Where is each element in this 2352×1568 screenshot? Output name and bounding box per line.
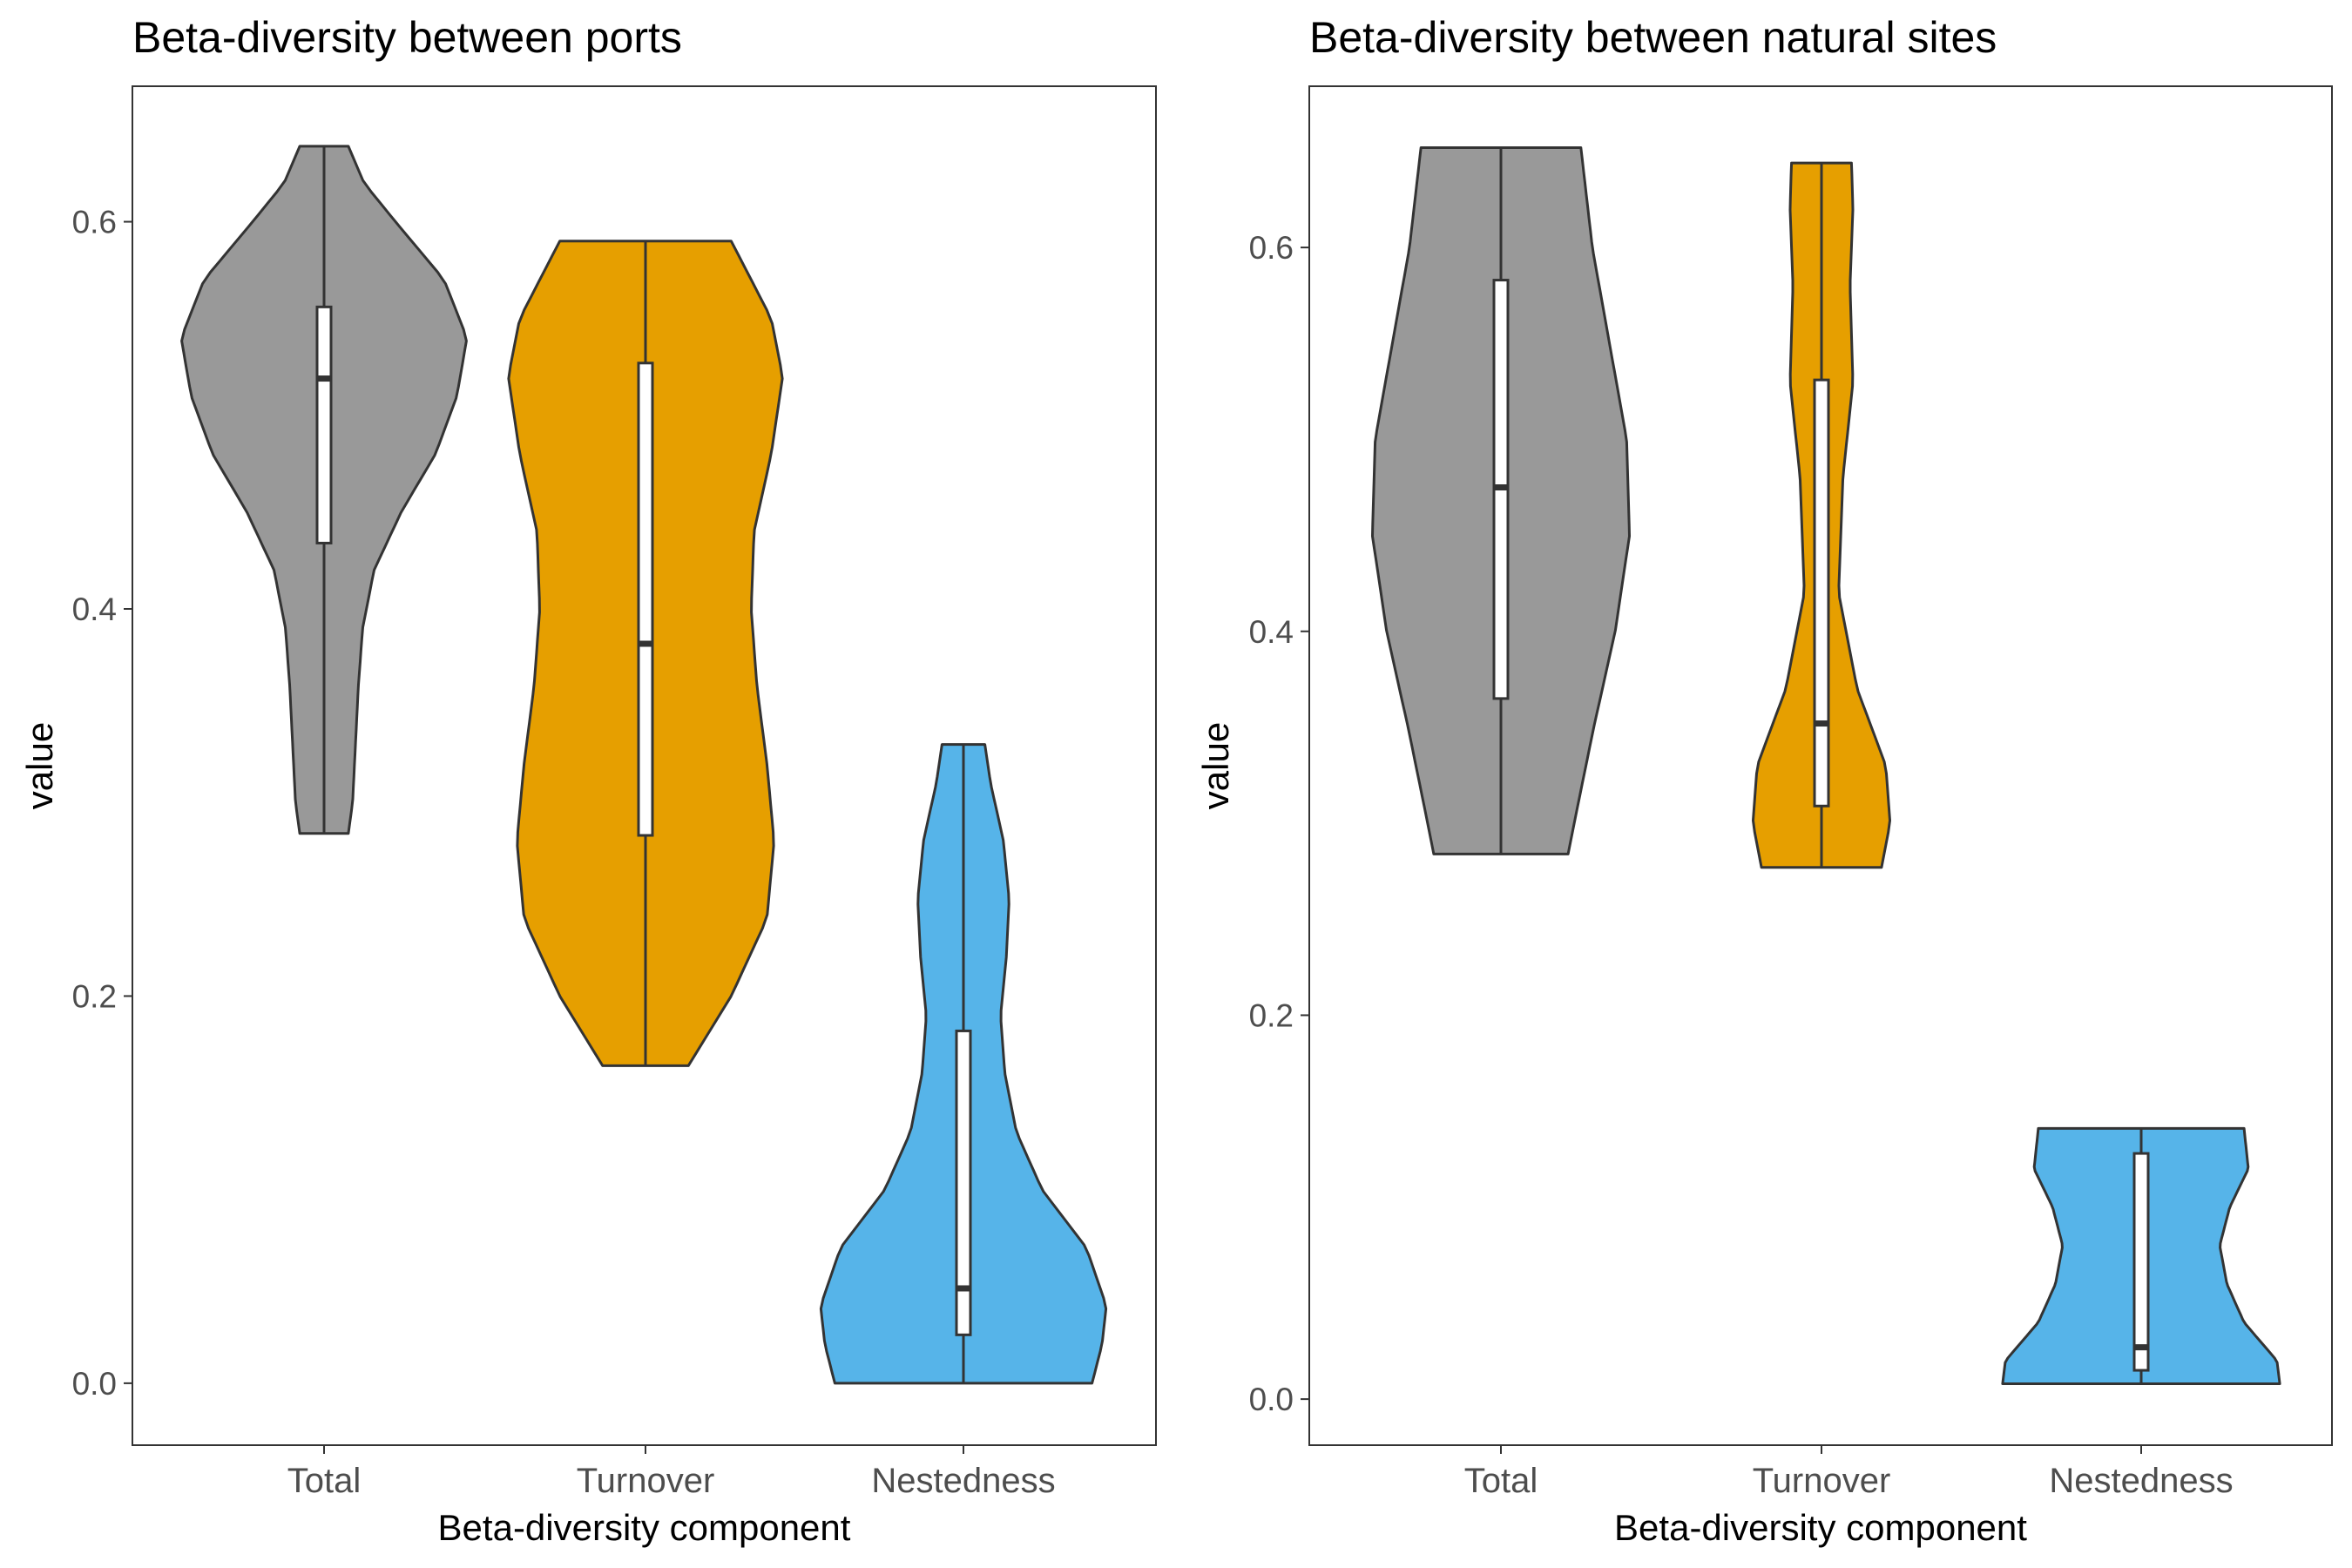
x-category-label: Total: [1464, 1462, 1538, 1500]
x-axis-title: Beta-diversity component: [438, 1507, 851, 1548]
box-total: [315, 305, 333, 544]
y-tick-label: 0.4: [72, 591, 117, 627]
box-turnover: [1813, 378, 1830, 808]
box-turnover: [637, 362, 654, 837]
y-tick-label: 0.6: [1249, 230, 1294, 266]
x-category-label: Turnover: [1753, 1462, 1891, 1500]
panel-ports: Beta-diversity between ports 0.0 0.2 0.4 0.6…: [19, 13, 1157, 1548]
box-nestedness: [955, 1029, 972, 1336]
y-tick-label: 0.2: [1249, 997, 1294, 1033]
x-category-label: Total: [287, 1462, 362, 1500]
x-axis-title: Beta-diversity component: [1614, 1507, 2027, 1548]
y-tick-label: 0.2: [72, 978, 117, 1014]
panel-border: [132, 85, 1157, 1446]
panel-title: Beta-diversity between ports: [132, 13, 682, 62]
y-axis-title: value: [1195, 722, 1236, 809]
x-category-label: Nestedness: [2049, 1462, 2233, 1500]
panel-title: Beta-diversity between natural sites: [1309, 13, 1997, 62]
y-tick-label: 0.0: [1249, 1382, 1294, 1417]
y-axis-title: value: [19, 722, 60, 809]
panel-natural-sites: Beta-diversity between natural sites 0.0 0…: [1195, 13, 2333, 1548]
box-nestedness: [2132, 1152, 2150, 1372]
y-tick-label: 0.4: [1249, 614, 1294, 650]
y-tick-label: 0.6: [72, 205, 117, 240]
y-tick-label: 0.0: [72, 1366, 117, 1402]
x-category-label: Nestedness: [871, 1462, 1055, 1500]
x-category-label: Turnover: [577, 1462, 715, 1500]
